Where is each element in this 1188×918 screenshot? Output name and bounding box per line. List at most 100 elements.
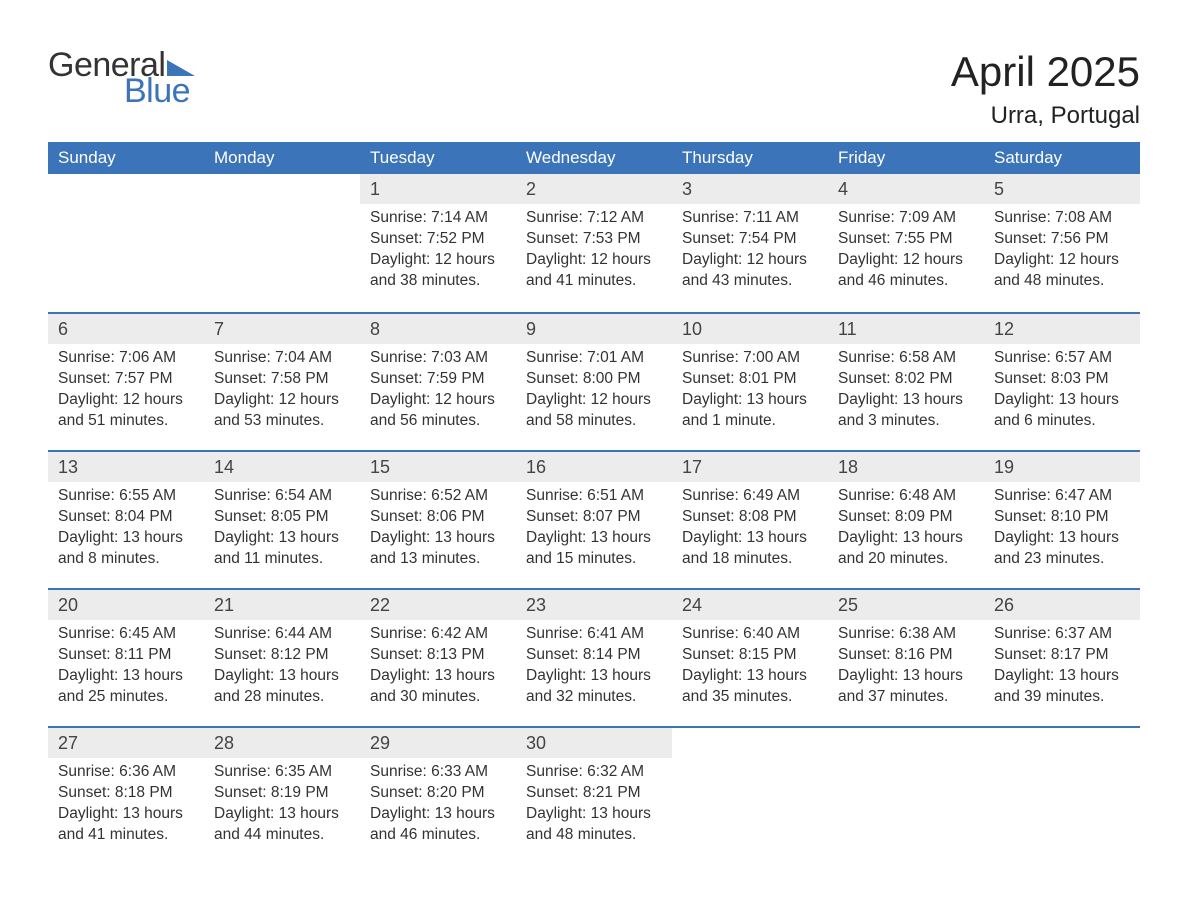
- day-day2: and 28 minutes.: [214, 687, 350, 708]
- day-day1: Daylight: 12 hours: [838, 250, 974, 271]
- day-sunrise: Sunrise: 7:06 AM: [58, 348, 194, 369]
- weekday-header: Tuesday: [360, 142, 516, 174]
- day-day2: and 20 minutes.: [838, 549, 974, 570]
- day-body: Sunrise: 6:35 AMSunset: 8:19 PMDaylight:…: [214, 762, 350, 846]
- day-cell: 28Sunrise: 6:35 AMSunset: 8:19 PMDayligh…: [204, 728, 360, 864]
- day-day2: and 39 minutes.: [994, 687, 1130, 708]
- day-sunrise: Sunrise: 6:48 AM: [838, 486, 974, 507]
- day-day1: Daylight: 13 hours: [526, 804, 662, 825]
- day-cell: 5 Sunrise: 7:08 AMSunset: 7:56 PMDaylight…: [984, 174, 1140, 312]
- day-sunrise: Sunrise: 6:51 AM: [526, 486, 662, 507]
- day-number: 7: [204, 314, 360, 344]
- week-row: 13Sunrise: 6:55 AMSunset: 8:04 PMDayligh…: [48, 450, 1140, 588]
- day-day2: and 32 minutes.: [526, 687, 662, 708]
- day-cell: 25Sunrise: 6:38 AMSunset: 8:16 PMDayligh…: [828, 590, 984, 726]
- day-cell: 8Sunrise: 7:03 AMSunset: 7:59 PMDaylight…: [360, 314, 516, 450]
- day-cell: 9Sunrise: 7:01 AMSunset: 8:00 PMDaylight…: [516, 314, 672, 450]
- day-number: 21: [204, 590, 360, 620]
- day-body: Sunrise: 6:40 AMSunset: 8:15 PMDaylight:…: [682, 624, 818, 708]
- day-number: 12: [984, 314, 1140, 344]
- day-body: Sunrise: 6:41 AMSunset: 8:14 PMDaylight:…: [526, 624, 662, 708]
- day-sunrise: Sunrise: 6:47 AM: [994, 486, 1130, 507]
- day-sunset: Sunset: 8:17 PM: [994, 645, 1130, 666]
- day-day2: and 35 minutes.: [682, 687, 818, 708]
- day-sunset: Sunset: 7:52 PM: [370, 229, 506, 250]
- day-sunrise: Sunrise: 6:52 AM: [370, 486, 506, 507]
- day-body: Sunrise: 7:06 AMSunset: 7:57 PMDaylight:…: [58, 348, 194, 432]
- day-day2: and 46 minutes.: [370, 825, 506, 846]
- day-body: Sunrise: 6:36 AMSunset: 8:18 PMDaylight:…: [58, 762, 194, 846]
- day-day2: and 15 minutes.: [526, 549, 662, 570]
- day-day2: and 3 minutes.: [838, 411, 974, 432]
- day-body: Sunrise: 6:42 AMSunset: 8:13 PMDaylight:…: [370, 624, 506, 708]
- day-number: 5: [984, 174, 1140, 204]
- day-cell: 23 Sunrise: 6:41 AMSunset: 8:14 PMDayligh…: [516, 590, 672, 726]
- location: Urra, Portugal: [951, 102, 1140, 130]
- day-day1: Daylight: 12 hours: [370, 250, 506, 271]
- day-number: 17: [672, 452, 828, 482]
- day-sunrise: Sunrise: 7:04 AM: [214, 348, 350, 369]
- day-sunset: Sunset: 8:02 PM: [838, 369, 974, 390]
- day-sunrise: Sunrise: 7:00 AM: [682, 348, 818, 369]
- day-body: Sunrise: 6:37 AMSunset: 8:17 PMDaylight:…: [994, 624, 1130, 708]
- day-sunrise: Sunrise: 6:32 AM: [526, 762, 662, 783]
- day-sunrise: Sunrise: 6:42 AM: [370, 624, 506, 645]
- day-body: Sunrise: 6:47 AMSunset: 8:10 PMDaylight:…: [994, 486, 1130, 570]
- day-sunrise: Sunrise: 7:11 AM: [682, 208, 818, 229]
- day-number: 15: [360, 452, 516, 482]
- day-sunrise: Sunrise: 6:33 AM: [370, 762, 506, 783]
- day-day2: and 41 minutes.: [526, 271, 662, 292]
- day-day2: and 38 minutes.: [370, 271, 506, 292]
- title-block: April 2025 Urra, Portugal: [951, 48, 1140, 130]
- day-day1: Daylight: 12 hours: [370, 390, 506, 411]
- day-body: Sunrise: 7:03 AMSunset: 7:59 PMDaylight:…: [370, 348, 506, 432]
- day-sunset: Sunset: 8:04 PM: [58, 507, 194, 528]
- day-day2: and 11 minutes.: [214, 549, 350, 570]
- day-cell: 15 Sunrise: 6:52 AMSunset: 8:06 PMDayligh…: [360, 452, 516, 588]
- day-number: 26: [984, 590, 1140, 620]
- day-number: 13: [48, 452, 204, 482]
- day-day2: and 25 minutes.: [58, 687, 194, 708]
- weekday-header: Wednesday: [516, 142, 672, 174]
- day-body: Sunrise: 7:11 AMSunset: 7:54 PMDaylight:…: [682, 208, 818, 292]
- day-body: Sunrise: 6:58 AMSunset: 8:02 PMDaylight:…: [838, 348, 974, 432]
- day-cell: 11Sunrise: 6:58 AMSunset: 8:02 PMDayligh…: [828, 314, 984, 450]
- day-body: Sunrise: 7:09 AMSunset: 7:55 PMDaylight:…: [838, 208, 974, 292]
- day-number: 23: [516, 590, 672, 620]
- month-title: April 2025: [951, 48, 1140, 96]
- day-body: Sunrise: 7:01 AMSunset: 8:00 PMDaylight:…: [526, 348, 662, 432]
- day-cell: 17Sunrise: 6:49 AMSunset: 8:08 PMDayligh…: [672, 452, 828, 588]
- day-number: 19: [984, 452, 1140, 482]
- day-sunrise: Sunrise: 6:45 AM: [58, 624, 194, 645]
- day-sunrise: Sunrise: 6:36 AM: [58, 762, 194, 783]
- day-day1: Daylight: 12 hours: [58, 390, 194, 411]
- day-body: Sunrise: 6:38 AMSunset: 8:16 PMDaylight:…: [838, 624, 974, 708]
- day-day1: Daylight: 13 hours: [370, 804, 506, 825]
- day-number: 2: [516, 174, 672, 204]
- day-number: 3: [672, 174, 828, 204]
- day-day1: Daylight: 13 hours: [214, 666, 350, 687]
- logo: General Blue: [48, 48, 195, 108]
- day-number: 24: [672, 590, 828, 620]
- day-day2: and 56 minutes.: [370, 411, 506, 432]
- day-number: 22: [360, 590, 516, 620]
- day-body: Sunrise: 6:52 AMSunset: 8:06 PMDaylight:…: [370, 486, 506, 570]
- day-sunset: Sunset: 8:01 PM: [682, 369, 818, 390]
- day-body: Sunrise: 7:08 AMSunset: 7:56 PMDaylight:…: [994, 208, 1130, 292]
- day-body: Sunrise: 6:45 AMSunset: 8:11 PMDaylight:…: [58, 624, 194, 708]
- day-number: 20: [48, 590, 204, 620]
- day-sunset: Sunset: 7:54 PM: [682, 229, 818, 250]
- day-body: Sunrise: 6:54 AMSunset: 8:05 PMDaylight:…: [214, 486, 350, 570]
- day-sunset: Sunset: 7:53 PM: [526, 229, 662, 250]
- day-number: 30: [516, 728, 672, 758]
- weekday-header: Friday: [828, 142, 984, 174]
- day-body: Sunrise: 6:32 AMSunset: 8:21 PMDaylight:…: [526, 762, 662, 846]
- day-cell: 10Sunrise: 7:00 AMSunset: 8:01 PMDayligh…: [672, 314, 828, 450]
- day-sunrise: Sunrise: 7:01 AM: [526, 348, 662, 369]
- day-sunset: Sunset: 8:13 PM: [370, 645, 506, 666]
- day-number: 6: [48, 314, 204, 344]
- week-row: 20 Sunrise: 6:45 AMSunset: 8:11 PMDayligh…: [48, 588, 1140, 726]
- day-day1: Daylight: 12 hours: [994, 250, 1130, 271]
- weekday-header: Monday: [204, 142, 360, 174]
- day-sunset: Sunset: 8:12 PM: [214, 645, 350, 666]
